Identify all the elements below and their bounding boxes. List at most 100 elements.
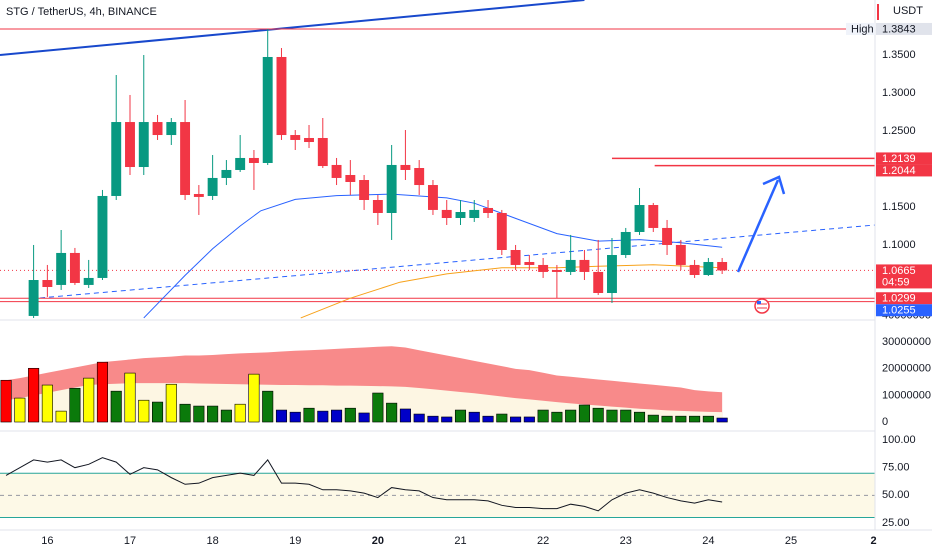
volume-bar [193, 405, 205, 423]
volume-tick-label: 10000000 [882, 389, 931, 401]
price-label: 1.0299 [882, 293, 916, 305]
volume-bar [468, 411, 480, 423]
volume-bar [537, 409, 549, 423]
price-label: 1.3843 [882, 23, 916, 35]
volume-tick-label: 20000000 [882, 363, 931, 375]
candle-body [207, 177, 218, 196]
volume-bar [620, 409, 632, 423]
volume-bar [427, 415, 439, 423]
volume-bar [41, 384, 53, 423]
volume-bar [661, 415, 673, 423]
volume-bar [413, 413, 425, 423]
volume-bar [179, 403, 191, 423]
volume-bar [14, 397, 26, 423]
candle-body [69, 252, 80, 283]
axes: 400000003000000020000000100000000100.007… [41, 22, 932, 547]
rsi-line [5, 457, 723, 512]
volume-pane [0, 346, 728, 423]
candle-body [248, 157, 259, 163]
candle-body [125, 122, 135, 168]
flag-canton [757, 301, 761, 304]
price-tag: High [851, 23, 874, 35]
moving-average [300, 264, 723, 319]
candle-body [551, 269, 562, 272]
candle-body [455, 212, 466, 219]
candle-body [538, 264, 549, 272]
time-tick-label: 22 [537, 535, 549, 547]
currency-marker [877, 4, 879, 20]
volume-bar [220, 409, 232, 423]
volume-bar [331, 409, 343, 423]
candle-body [400, 164, 411, 170]
time-tick-label: 16 [41, 535, 53, 547]
volume-bar [248, 373, 260, 423]
volume-bar [675, 415, 687, 423]
price-tick-label: 1.3500 [882, 49, 916, 61]
candle-body [221, 169, 232, 178]
chart-title: STG / TetherUS, 4h, BINANCE [6, 6, 157, 18]
flag-icon [754, 298, 770, 314]
candle-body [620, 231, 631, 256]
volume-bar [0, 379, 12, 423]
price-label-box [876, 304, 932, 317]
volume-bar [317, 410, 329, 423]
price-label: 1.2139 [882, 153, 916, 165]
price-label: 1.0665 [882, 265, 916, 277]
candle-body [634, 205, 645, 232]
price-tick-label: 1.3000 [882, 87, 916, 99]
time-tick-label: 21 [454, 535, 466, 547]
time-tick-label: 18 [206, 535, 218, 547]
candle-body [662, 227, 673, 245]
candle-body [42, 280, 53, 287]
time-tick-label: 20 [372, 535, 384, 547]
volume-bar [275, 409, 288, 423]
volume-bar [234, 403, 246, 423]
moving-average [143, 193, 723, 319]
time-tick-label: 23 [620, 535, 632, 547]
volume-bar [441, 416, 453, 423]
price-label: 1.0255 [882, 305, 916, 317]
trendline [0, 0, 585, 57]
volume-bar [69, 387, 81, 423]
volume-bar [55, 410, 67, 423]
volume-tick-label: 0 [882, 416, 888, 428]
candle-body [524, 261, 535, 265]
candle-body [579, 259, 590, 272]
candle-body [317, 137, 328, 167]
price-tick-label: 1.1000 [882, 239, 916, 251]
candle-body [496, 212, 507, 250]
candle-body [111, 122, 122, 196]
candle-body [331, 164, 342, 178]
time-tick-label: 24 [702, 535, 714, 547]
candle-body [138, 122, 149, 168]
candle-body [166, 122, 177, 136]
candle-body [565, 259, 576, 272]
volume-bar [716, 417, 728, 423]
currency-label: USDT [893, 5, 923, 17]
candle-body [717, 261, 728, 271]
volume-bar [262, 390, 274, 423]
volume-tick-label: 30000000 [882, 336, 931, 348]
volume-bar [578, 404, 590, 423]
rsi-tick-label: 100.00 [882, 434, 916, 446]
volume-bar [152, 401, 164, 423]
candle-body [675, 244, 686, 265]
candle-body [97, 195, 108, 278]
volume-bar [496, 413, 508, 423]
candle-body [56, 252, 67, 285]
volume-bar [606, 409, 618, 423]
volume-bar [358, 412, 370, 423]
volume-bar [454, 409, 467, 423]
volume-bar [689, 415, 701, 423]
volume-bar [551, 411, 563, 423]
rsi-tick-label: 50.00 [882, 489, 910, 501]
price-tick-label: 1.1500 [882, 201, 916, 213]
volume-bar [702, 415, 714, 423]
volume-bar [523, 416, 535, 423]
rsi-pane [0, 457, 875, 518]
rsi-tick-label: 25.00 [882, 517, 910, 529]
price-label-box [876, 292, 932, 305]
price-label: 1.2044 [882, 165, 916, 177]
volume-bar [124, 372, 136, 423]
candle-body [414, 168, 425, 186]
